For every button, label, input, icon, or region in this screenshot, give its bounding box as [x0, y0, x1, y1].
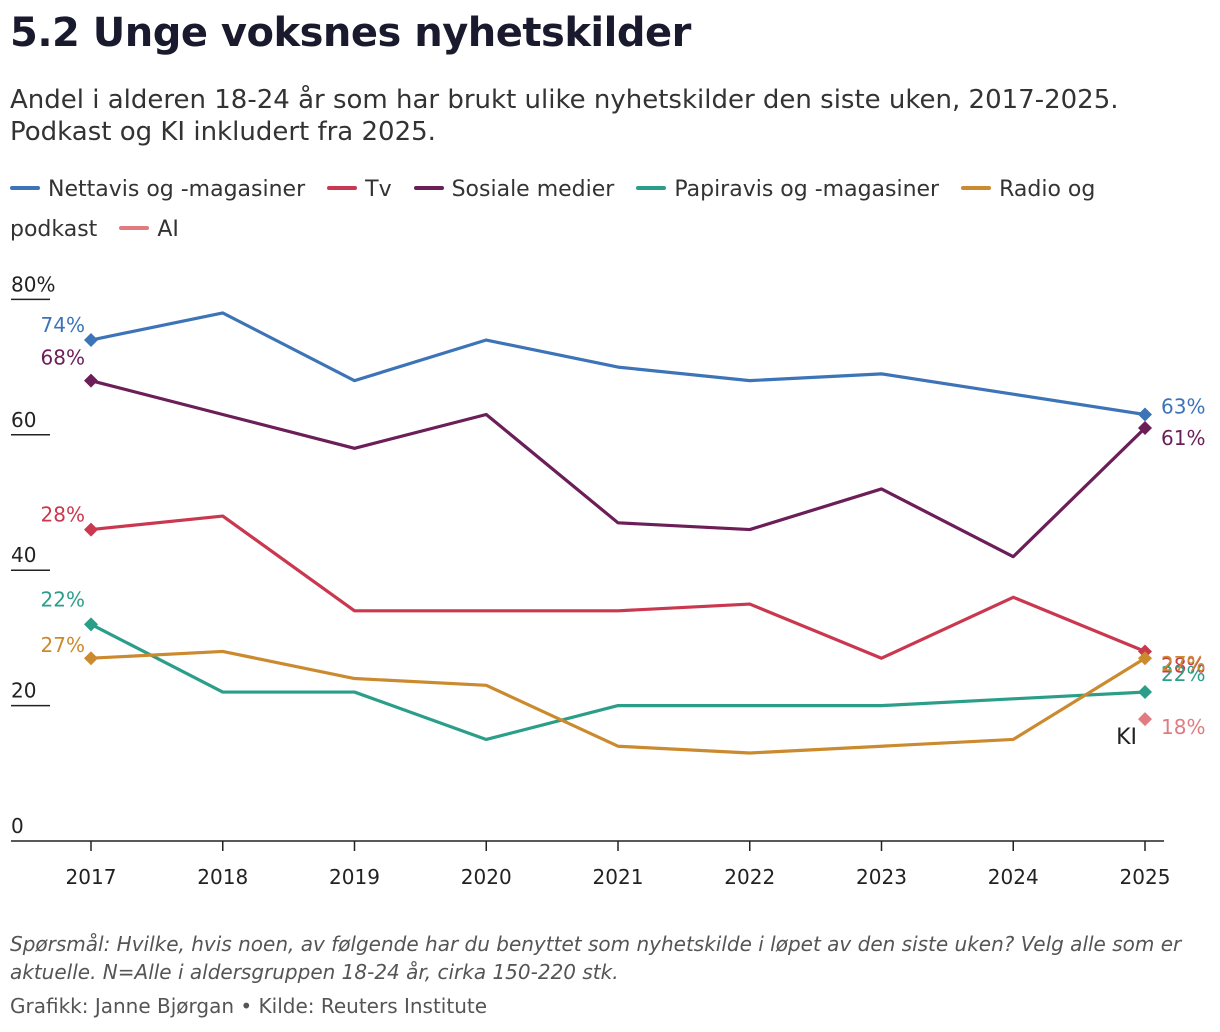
end-value-label: 18%: [1161, 715, 1205, 739]
series-papiravis-og-magasiner: 22% 22%: [41, 587, 1205, 742]
end-value-label: 27%: [1161, 652, 1205, 676]
legend-swatch: [636, 186, 667, 190]
data-point-marker: [84, 617, 98, 632]
line-chart: 0 20 40 60 80% 2017 2018 2019 2020 2021 2022 2023 20…: [11, 272, 1206, 889]
legend-swatch: [413, 186, 444, 190]
data-point-marker: [84, 333, 98, 348]
legend-label: AI: [157, 217, 179, 242]
data-point-marker: [1138, 685, 1152, 700]
data-point-marker: [1138, 421, 1152, 436]
y-tick-label: 60: [11, 408, 36, 432]
data-point-marker: [1138, 407, 1152, 422]
legend-swatch: [10, 186, 40, 190]
y-tick-label: 40: [11, 543, 36, 567]
legend-item-nettavis-og-magasiner: Nettavis og -magasiner: [10, 177, 305, 202]
y-tick-label: 0: [11, 814, 24, 838]
data-point-marker: [1138, 712, 1152, 727]
series-nettavis-og-magasiner: 74% 63%: [41, 311, 1205, 422]
chart-title: 5.2 Unge voksnes nyhetskilder: [10, 10, 691, 56]
x-tick-label: 2023: [856, 865, 907, 889]
data-point-marker: [1138, 651, 1152, 666]
series-line: [89, 622, 1147, 742]
end-value-label: 22%: [1161, 662, 1205, 686]
series-ai: 18% KI: [1116, 712, 1205, 750]
legend: Nettavis og -magasiner Tv Sosiale medier Pa…: [10, 170, 1200, 250]
y-tick-label: 80%: [11, 272, 55, 296]
x-tick-label: 2018: [197, 865, 248, 889]
start-value-label: 68%: [41, 346, 85, 370]
x-tick-label: 2017: [66, 865, 117, 889]
x-tick-label: 2021: [593, 865, 644, 889]
legend-item-papiravis-og-magasiner: Papiravis og -magasiner: [636, 177, 939, 202]
legend-label: Sosiale medier: [451, 177, 615, 202]
start-value-label: 22%: [41, 587, 85, 611]
data-point-marker: [84, 373, 98, 388]
series-line: [89, 514, 1147, 660]
legend-item-tv: Tv: [327, 177, 392, 202]
end-value-label: 61%: [1161, 426, 1205, 450]
legend-swatch: [119, 226, 150, 230]
series-line: [89, 311, 1147, 417]
start-value-label: 74%: [41, 313, 85, 337]
end-value-label: 28%: [1161, 653, 1205, 677]
start-value-label: 28%: [41, 503, 85, 527]
series-sosiale-medier: 68% 61%: [41, 346, 1205, 559]
legend-label: Papiravis og -magasiner: [674, 177, 940, 202]
legend-swatch: [327, 186, 358, 190]
chart-subtitle: Andel i alderen 18-24 år som har brukt u…: [10, 85, 1119, 147]
legend-label: Nettavis og -magasiner: [48, 177, 306, 202]
x-tick-label: 2022: [724, 865, 775, 889]
y-tick-label: 20: [11, 679, 36, 703]
series-tv: 28% 28%: [41, 503, 1206, 678]
legend-label: Radio og podkast: [10, 177, 1096, 242]
legend-label: Tv: [365, 177, 392, 202]
series-line: [89, 649, 1147, 755]
x-tick-label: 2025: [1120, 865, 1171, 889]
legend-item-ai: AI: [119, 217, 179, 242]
legend-swatch: [961, 186, 992, 190]
point-annotation: KI: [1116, 725, 1137, 750]
legend-item-sosiale-medier: Sosiale medier: [413, 177, 615, 202]
series-line: [89, 379, 1147, 559]
legend-item-radio-og-podkast: Radio og podkast: [10, 177, 1095, 242]
data-point-marker: [84, 651, 98, 666]
question-note: Spørsmål: Hvilke, hvis noen, av følgende…: [10, 932, 1182, 984]
x-tick-label: 2020: [461, 865, 512, 889]
end-value-label: 63%: [1161, 394, 1205, 418]
x-tick-label: 2024: [988, 865, 1039, 889]
start-value-label: 27%: [41, 633, 85, 657]
source-credit: Grafikk: Janne Bjørgan • Kilde: Reuters …: [10, 994, 488, 1018]
data-point-marker: [84, 522, 98, 537]
x-tick-label: 2019: [329, 865, 380, 889]
series-radio-og-podkast: 27% 27%: [41, 633, 1205, 755]
